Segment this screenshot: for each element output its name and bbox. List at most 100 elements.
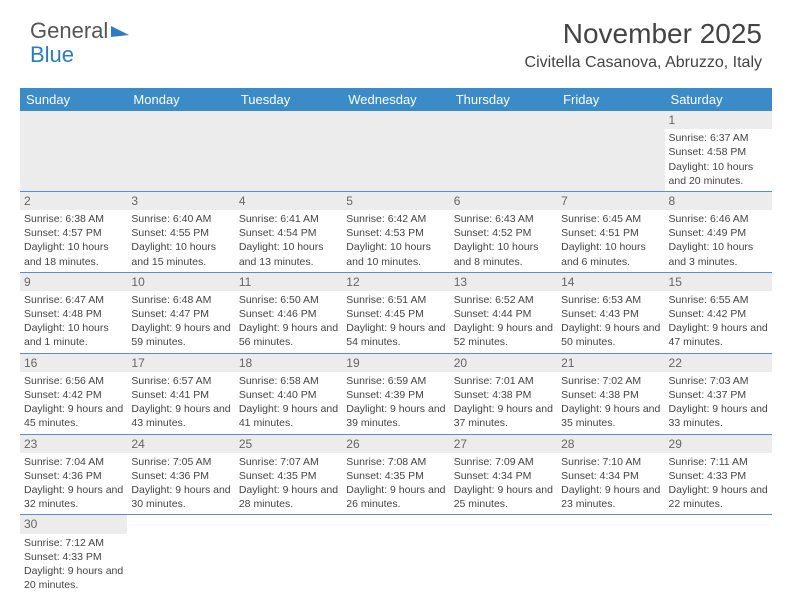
day-details: Sunrise: 6:59 AMSunset: 4:39 PMDaylight:… xyxy=(346,374,445,431)
day-cell: 21Sunrise: 7:02 AMSunset: 4:38 PMDayligh… xyxy=(557,353,664,434)
calendar-row: 23 Sunrise: 7:04 AMSunset: 4:36 PMDayligh… xyxy=(20,434,772,515)
day-cell: 14Sunrise: 6:53 AMSunset: 4:43 PMDayligh… xyxy=(557,272,664,353)
page-subtitle: Civitella Casanova, Abruzzo, Italy xyxy=(525,54,762,72)
calendar-table: Sunday Monday Tuesday Wednesday Thursday… xyxy=(20,88,772,595)
empty-cell xyxy=(557,111,664,191)
day-details: Sunrise: 7:05 AMSunset: 4:36 PMDaylight:… xyxy=(131,455,230,512)
weekday-header: Saturday xyxy=(665,88,772,111)
day-details: Sunrise: 6:50 AMSunset: 4:46 PMDaylight:… xyxy=(239,293,338,350)
empty-cell xyxy=(235,111,342,191)
day-number: 15 xyxy=(665,273,772,291)
calendar-body: 1 Sunrise: 6:37 AMSunset: 4:58 PMDaylight… xyxy=(20,111,772,595)
day-cell: 4 Sunrise: 6:41 AMSunset: 4:54 PMDaylight… xyxy=(235,191,342,272)
day-details: Sunrise: 7:09 AMSunset: 4:34 PMDaylight:… xyxy=(454,455,553,512)
calendar-row: 2 Sunrise: 6:38 AMSunset: 4:57 PMDaylight… xyxy=(20,191,772,272)
day-details: Sunrise: 6:52 AMSunset: 4:44 PMDaylight:… xyxy=(454,293,553,350)
day-details: Sunrise: 7:03 AMSunset: 4:37 PMDaylight:… xyxy=(669,374,768,431)
day-number: 22 xyxy=(665,354,772,372)
page-title: November 2025 xyxy=(525,18,762,50)
day-cell: 18 Sunrise: 6:58 AMSunset: 4:40 PMDayligh… xyxy=(235,353,342,434)
day-details: Sunrise: 6:47 AMSunset: 4:48 PMDaylight:… xyxy=(24,293,123,350)
empty-cell xyxy=(450,515,557,595)
logo-flag-icon xyxy=(111,26,129,37)
day-cell: 16 Sunrise: 6:56 AMSunset: 4:42 PMDayligh… xyxy=(20,353,127,434)
day-number: 12 xyxy=(342,273,449,291)
day-number: 5 xyxy=(342,192,449,210)
day-number: 14 xyxy=(557,273,664,291)
day-number: 26 xyxy=(342,435,449,453)
empty-cell xyxy=(235,515,342,595)
day-cell: 20Sunrise: 7:01 AMSunset: 4:38 PMDayligh… xyxy=(450,353,557,434)
empty-cell xyxy=(450,111,557,191)
day-details: Sunrise: 7:12 AMSunset: 4:33 PMDaylight:… xyxy=(24,536,123,593)
day-details: Sunrise: 6:38 AMSunset: 4:57 PMDaylight:… xyxy=(24,212,123,269)
calendar-row: 16 Sunrise: 6:56 AMSunset: 4:42 PMDayligh… xyxy=(20,353,772,434)
empty-cell xyxy=(20,111,127,191)
day-cell: 7Sunrise: 6:45 AMSunset: 4:51 PMDaylight… xyxy=(557,191,664,272)
day-cell: 2 Sunrise: 6:38 AMSunset: 4:57 PMDaylight… xyxy=(20,191,127,272)
day-cell: 5 Sunrise: 6:42 AMSunset: 4:53 PMDaylight… xyxy=(342,191,449,272)
empty-cell xyxy=(557,515,664,595)
empty-cell xyxy=(342,111,449,191)
day-cell: 17Sunrise: 6:57 AMSunset: 4:41 PMDayligh… xyxy=(127,353,234,434)
day-details: Sunrise: 6:51 AMSunset: 4:45 PMDaylight:… xyxy=(346,293,445,350)
day-details: Sunrise: 7:07 AMSunset: 4:35 PMDaylight:… xyxy=(239,455,338,512)
day-number: 20 xyxy=(450,354,557,372)
day-number: 10 xyxy=(127,273,234,291)
logo-part2: Blue xyxy=(30,42,74,68)
calendar-row: 1 Sunrise: 6:37 AMSunset: 4:58 PMDaylight… xyxy=(20,111,772,191)
day-details: Sunrise: 6:42 AMSunset: 4:53 PMDaylight:… xyxy=(346,212,445,269)
day-details: Sunrise: 6:48 AMSunset: 4:47 PMDaylight:… xyxy=(131,293,230,350)
empty-cell xyxy=(127,515,234,595)
day-details: Sunrise: 6:41 AMSunset: 4:54 PMDaylight:… xyxy=(239,212,338,269)
day-number: 13 xyxy=(450,273,557,291)
day-cell: 22 Sunrise: 7:03 AMSunset: 4:37 PMDayligh… xyxy=(665,353,772,434)
weekday-header: Tuesday xyxy=(235,88,342,111)
day-cell: 13 Sunrise: 6:52 AMSunset: 4:44 PMDayligh… xyxy=(450,272,557,353)
day-details: Sunrise: 7:04 AMSunset: 4:36 PMDaylight:… xyxy=(24,455,123,512)
empty-cell xyxy=(665,515,772,595)
day-number: 21 xyxy=(557,354,664,372)
day-number: 7 xyxy=(557,192,664,210)
day-cell: 10 Sunrise: 6:48 AMSunset: 4:47 PMDayligh… xyxy=(127,272,234,353)
day-cell: 24Sunrise: 7:05 AMSunset: 4:36 PMDayligh… xyxy=(127,434,234,515)
day-number: 9 xyxy=(20,273,127,291)
day-details: Sunrise: 7:11 AMSunset: 4:33 PMDaylight:… xyxy=(669,455,768,512)
day-cell: 15Sunrise: 6:55 AMSunset: 4:42 PMDayligh… xyxy=(665,272,772,353)
day-number: 16 xyxy=(20,354,127,372)
day-details: Sunrise: 6:37 AMSunset: 4:58 PMDaylight:… xyxy=(669,131,768,188)
day-cell: 1 Sunrise: 6:37 AMSunset: 4:58 PMDaylight… xyxy=(665,111,772,191)
day-number: 29 xyxy=(665,435,772,453)
calendar-row: 9 Sunrise: 6:47 AMSunset: 4:48 PMDaylight… xyxy=(20,272,772,353)
day-cell: 27 Sunrise: 7:09 AMSunset: 4:34 PMDayligh… xyxy=(450,434,557,515)
day-details: Sunrise: 6:40 AMSunset: 4:55 PMDaylight:… xyxy=(131,212,230,269)
calendar-row: 30 Sunrise: 7:12 AMSunset: 4:33 PMDayligh… xyxy=(20,515,772,595)
day-details: Sunrise: 6:58 AMSunset: 4:40 PMDaylight:… xyxy=(239,374,338,431)
day-cell: 26Sunrise: 7:08 AMSunset: 4:35 PMDayligh… xyxy=(342,434,449,515)
day-cell: 23 Sunrise: 7:04 AMSunset: 4:36 PMDayligh… xyxy=(20,434,127,515)
day-details: Sunrise: 6:46 AMSunset: 4:49 PMDaylight:… xyxy=(669,212,768,269)
logo: General xyxy=(30,18,129,44)
day-number: 18 xyxy=(235,354,342,372)
day-number: 27 xyxy=(450,435,557,453)
weekday-header: Wednesday xyxy=(342,88,449,111)
day-number: 2 xyxy=(20,192,127,210)
day-number: 11 xyxy=(235,273,342,291)
day-number: 4 xyxy=(235,192,342,210)
day-cell: 11 Sunrise: 6:50 AMSunset: 4:46 PMDayligh… xyxy=(235,272,342,353)
empty-cell xyxy=(342,515,449,595)
day-details: Sunrise: 6:56 AMSunset: 4:42 PMDaylight:… xyxy=(24,374,123,431)
day-number: 30 xyxy=(20,515,127,533)
day-number: 25 xyxy=(235,435,342,453)
day-cell: 8Sunrise: 6:46 AMSunset: 4:49 PMDaylight… xyxy=(665,191,772,272)
logo-part1: General xyxy=(30,18,108,44)
weekday-header: Sunday xyxy=(20,88,127,111)
day-number: 3 xyxy=(127,192,234,210)
day-details: Sunrise: 7:10 AMSunset: 4:34 PMDaylight:… xyxy=(561,455,660,512)
day-cell: 30 Sunrise: 7:12 AMSunset: 4:33 PMDayligh… xyxy=(20,515,127,595)
day-number: 19 xyxy=(342,354,449,372)
day-number: 23 xyxy=(20,435,127,453)
day-number: 1 xyxy=(665,111,772,129)
day-cell: 25 Sunrise: 7:07 AMSunset: 4:35 PMDayligh… xyxy=(235,434,342,515)
day-cell: 3 Sunrise: 6:40 AMSunset: 4:55 PMDaylight… xyxy=(127,191,234,272)
